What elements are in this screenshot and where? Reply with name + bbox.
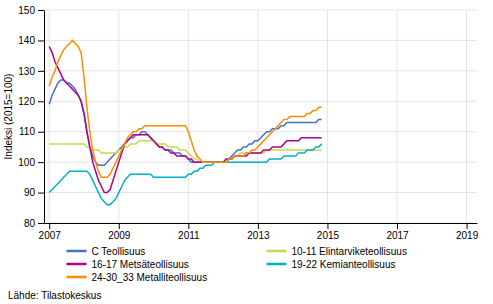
legend-item: 19-22 Kemianteollisuus bbox=[267, 259, 396, 270]
x-tick-mark bbox=[188, 223, 189, 229]
x-grid-line bbox=[49, 10, 50, 223]
x-tick: 2017 bbox=[386, 223, 409, 241]
y-axis-line bbox=[44, 11, 45, 224]
x-tick-mark bbox=[119, 223, 120, 229]
x-tick-label: 2009 bbox=[108, 230, 131, 241]
y-tick: 90 bbox=[24, 187, 44, 198]
x-grid-line bbox=[327, 10, 328, 223]
y-tick: 80 bbox=[24, 218, 44, 229]
y-tick: 140 bbox=[18, 35, 44, 46]
source-note: Lähde: Tilastokeskus bbox=[8, 290, 101, 301]
series-line bbox=[49, 40, 321, 177]
y-grid-line bbox=[44, 70, 477, 71]
y-tick-label: 80 bbox=[24, 218, 36, 229]
y-tick: 110 bbox=[19, 126, 44, 137]
y-grid-line bbox=[44, 131, 477, 132]
x-tick-mark bbox=[397, 223, 398, 229]
y-grid-line bbox=[44, 192, 477, 193]
chart: 2007 2009 2011 2013 2015 2017 2019 80 90 100 110 12… bbox=[0, 0, 493, 304]
x-tick-mark bbox=[49, 223, 50, 229]
y-tick-label: 130 bbox=[18, 66, 35, 77]
x-tick: 2011 bbox=[178, 223, 200, 241]
y-tick: 150 bbox=[18, 5, 44, 16]
y-tick-mark bbox=[38, 40, 44, 41]
series-line bbox=[49, 144, 321, 205]
x-grid-line bbox=[257, 10, 258, 223]
legend-item: 24-30_33 Metalliteollisuus bbox=[67, 272, 208, 283]
y-grid-line bbox=[44, 223, 477, 224]
legend-swatch bbox=[67, 250, 87, 253]
x-axis-line bbox=[45, 223, 478, 224]
legend-swatch bbox=[267, 250, 287, 253]
y-tick-mark bbox=[38, 162, 44, 163]
x-tick-mark bbox=[258, 223, 259, 229]
x-tick: 2015 bbox=[317, 223, 340, 241]
y-tick-mark bbox=[38, 71, 44, 72]
x-tick-label: 2013 bbox=[247, 230, 270, 241]
y-tick-mark bbox=[38, 193, 44, 194]
x-tick-label: 2015 bbox=[317, 230, 340, 241]
y-tick-label: 110 bbox=[19, 126, 35, 137]
y-tick-label: 140 bbox=[18, 35, 35, 46]
legend-label: 24-30_33 Metalliteollisuus bbox=[92, 272, 208, 283]
y-grid-line bbox=[44, 101, 477, 102]
y-tick-label: 90 bbox=[24, 187, 36, 198]
x-tick-label: 2007 bbox=[39, 230, 62, 241]
x-tick-mark bbox=[327, 223, 328, 229]
x-tick-label: 2017 bbox=[386, 230, 409, 241]
y-axis: 80 90 100 110 120 130 140 150 bbox=[18, 5, 44, 229]
x-tick: 2009 bbox=[108, 223, 131, 241]
legend-label: 10-11 Elintarviketeollisuus bbox=[292, 246, 407, 257]
x-tick: 2007 bbox=[39, 223, 62, 241]
y-tick-label: 150 bbox=[18, 5, 35, 16]
plot: 2007 2009 2011 2013 2015 2017 2019 80 90 100 110 12… bbox=[18, 5, 478, 241]
y-tick-mark bbox=[38, 10, 44, 11]
legend-label: 19-22 Kemianteollisuus bbox=[292, 259, 396, 270]
legend-swatch bbox=[267, 263, 287, 266]
legend: C Teollisuus 10-11 Elintarviketeollisuus 1… bbox=[67, 246, 407, 283]
x-grid-line bbox=[188, 10, 189, 223]
x-grid-line bbox=[466, 10, 467, 223]
x-axis: 2007 2009 2011 2013 2015 2017 2019 bbox=[39, 223, 479, 241]
y-tick-label: 120 bbox=[18, 96, 35, 107]
y-tick-mark bbox=[38, 101, 44, 102]
y-grid-line bbox=[44, 10, 477, 11]
y-tick: 120 bbox=[18, 96, 44, 107]
lines bbox=[49, 40, 321, 204]
legend-swatch bbox=[67, 276, 87, 279]
x-grid-line bbox=[397, 10, 398, 223]
y-axis-title: Indeksi (2015=100) bbox=[3, 74, 14, 160]
x-tick-mark bbox=[467, 223, 468, 229]
legend-item: 16-17 Metsäteollisuus bbox=[67, 259, 189, 270]
legend-swatch bbox=[67, 263, 87, 266]
y-tick-mark bbox=[38, 132, 44, 133]
grid bbox=[44, 10, 477, 223]
y-tick: 100 bbox=[18, 157, 44, 168]
x-tick-label: 2019 bbox=[456, 230, 479, 241]
x-tick: 2013 bbox=[247, 223, 270, 241]
legend-item: C Teollisuus bbox=[67, 246, 146, 257]
x-tick: 2019 bbox=[456, 223, 479, 241]
legend-label: 16-17 Metsäteollisuus bbox=[92, 259, 189, 270]
y-grid-line bbox=[44, 40, 477, 41]
y-tick-mark bbox=[38, 223, 44, 224]
x-tick-label: 2011 bbox=[178, 230, 200, 241]
y-tick: 130 bbox=[18, 66, 44, 77]
y-tick-label: 100 bbox=[18, 157, 35, 168]
legend-label: C Teollisuus bbox=[92, 246, 146, 257]
legend-item: 10-11 Elintarviketeollisuus bbox=[267, 246, 407, 257]
series-line bbox=[49, 47, 321, 193]
